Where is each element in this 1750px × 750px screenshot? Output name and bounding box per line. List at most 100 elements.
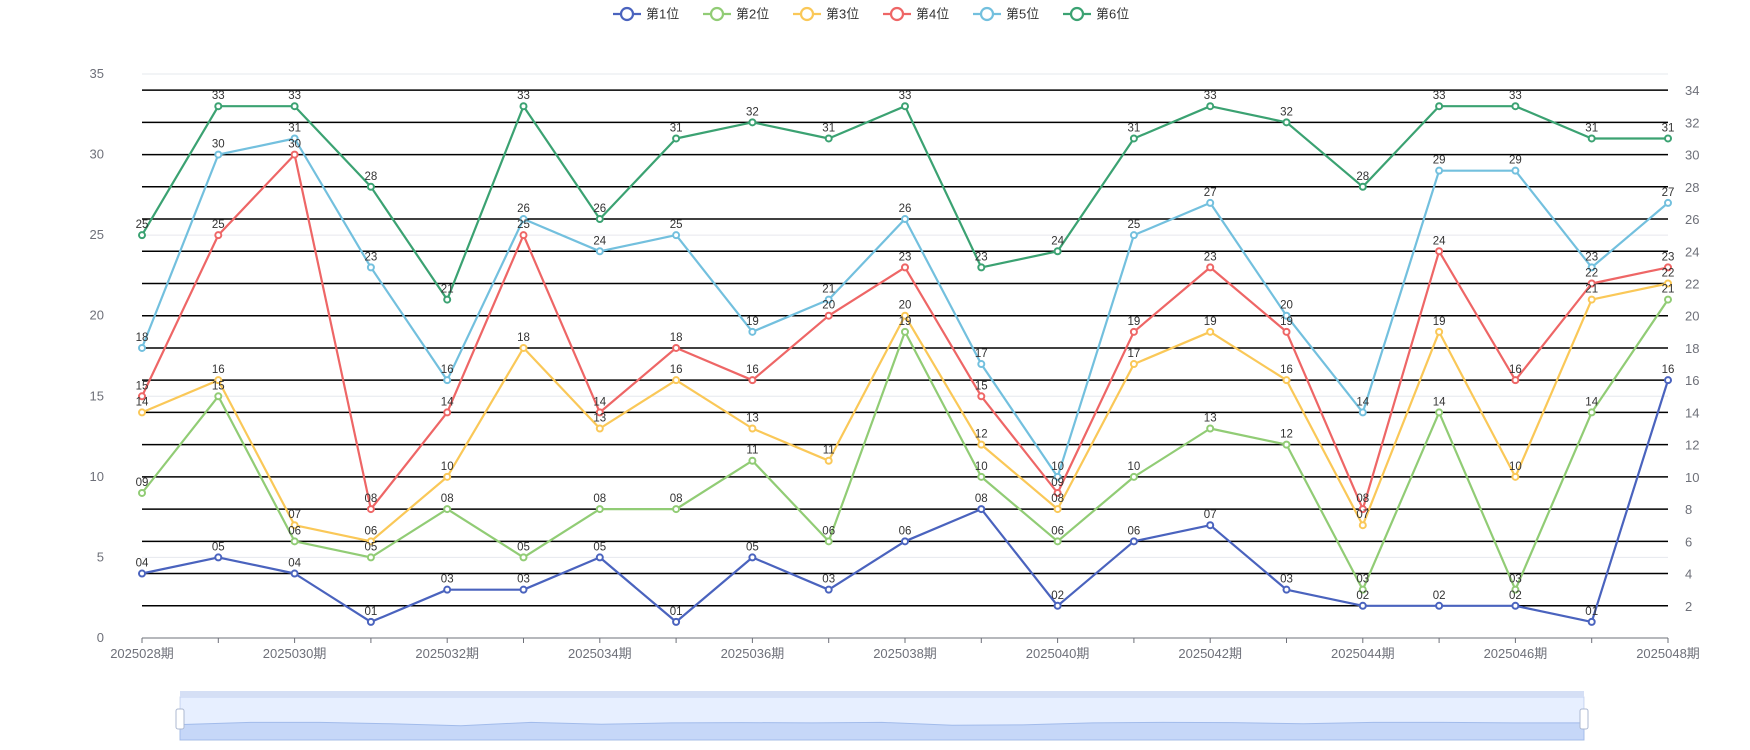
data-label: 19 [1204,316,1217,328]
zoom-left-handle[interactable] [175,708,185,730]
data-label: 03 [1356,574,1369,586]
data-point [1435,102,1444,111]
data-label: 33 [517,90,530,102]
data-point [1282,376,1291,385]
data-label: 13 [746,413,759,425]
legend-label: 第2位 [736,7,769,22]
data-label: 33 [1433,90,1446,102]
data-label: 14 [1433,396,1446,408]
data-point [1206,327,1215,336]
series-2 [138,295,1672,594]
data-point [138,343,146,352]
data-point [824,311,833,320]
legend-circle-icon [889,6,905,22]
data-point [901,537,909,546]
data-point [901,215,909,224]
data-point [977,360,986,369]
data-point [1129,134,1138,143]
data-label: 26 [593,203,606,215]
data-point [1206,198,1215,207]
data-label: 17 [1128,348,1141,360]
data-point [977,440,986,449]
data-point [1282,327,1291,336]
legend-item-3[interactable]: 第3位 [793,7,859,22]
legend-circle-icon [1069,6,1085,22]
data-point [748,553,757,562]
left-axis-tick-label: 5 [97,549,104,564]
data-point [901,263,909,272]
data-label: 19 [1280,316,1293,328]
series-3 [138,279,1672,546]
data-label: 05 [517,541,530,553]
legend-item-5[interactable]: 第5位 [973,7,1039,22]
legend-label: 第5位 [1006,7,1039,22]
data-label: 23 [365,251,378,263]
legend-item-4[interactable]: 第4位 [883,7,949,22]
legend-item-2[interactable]: 第2位 [703,7,769,22]
right-axis-tick-label: 18 [1685,341,1699,356]
data-point [1435,601,1444,610]
legend-circle-icon [799,6,815,22]
right-axis-tick-label: 28 [1685,180,1699,195]
data-label: 16 [212,364,225,376]
data-point [1282,118,1291,127]
data-label: 33 [212,90,225,102]
data-label: 15 [975,380,988,392]
data-label: 19 [746,316,759,328]
data-label: 33 [288,90,301,102]
right-axis-tick-label: 20 [1685,309,1699,324]
data-label: 11 [746,445,758,457]
data-point [1664,198,1672,207]
data-label: 18 [136,332,149,344]
data-label: 16 [441,364,454,376]
series-1 [138,376,1672,626]
data-label: 09 [1051,477,1064,489]
right-axis-tick-label: 32 [1685,115,1699,130]
legend-item-1[interactable]: 第1位 [613,7,679,22]
data-zoom-slider[interactable] [175,691,1589,741]
data-label: 04 [136,558,149,570]
data-point [977,505,986,514]
legend-item-6[interactable]: 第6位 [1063,7,1129,22]
legend-circle-icon [619,6,635,22]
data-point [1587,617,1596,626]
data-label: 25 [136,219,149,231]
zoom-selected-window[interactable] [180,697,1584,740]
data-point [1282,585,1291,594]
data-label: 03 [1509,574,1522,586]
data-point [1053,472,1062,481]
data-point [748,118,757,127]
data-point [519,102,528,111]
data-point [824,537,833,546]
data-label: 21 [1585,284,1598,296]
data-label: 29 [1509,155,1522,167]
data-label: 01 [670,606,683,618]
data-point [1282,440,1291,449]
series-lines [138,102,1672,626]
data-label: 27 [1204,187,1217,199]
data-label: 26 [517,203,530,215]
data-label: 02 [1051,590,1064,602]
zoom-move-bar[interactable] [180,691,1584,697]
data-label: 10 [1051,461,1064,473]
zoom-right-handle[interactable] [1579,708,1589,730]
data-point [1282,311,1291,320]
left-axis-tick-label: 15 [90,388,104,403]
data-point [519,585,528,594]
data-label: 33 [1204,90,1217,102]
x-axis-tick-label: 2025030期 [263,646,327,661]
data-point [1129,537,1138,546]
data-label: 07 [288,509,301,521]
data-point [1129,231,1138,240]
data-label: 33 [1509,90,1522,102]
data-point [748,424,757,433]
chart-legend[interactable]: 第1位 第2位 第3位 第4位 第5位 第6位 [613,7,1129,22]
data-point [595,505,604,514]
data-point [1206,521,1215,530]
data-label: 02 [1356,590,1369,602]
data-point [1664,134,1672,143]
data-label: 03 [517,574,530,586]
data-label: 21 [1662,284,1675,296]
x-axis-tick-label: 2025028期 [110,646,174,661]
data-point [748,456,757,465]
